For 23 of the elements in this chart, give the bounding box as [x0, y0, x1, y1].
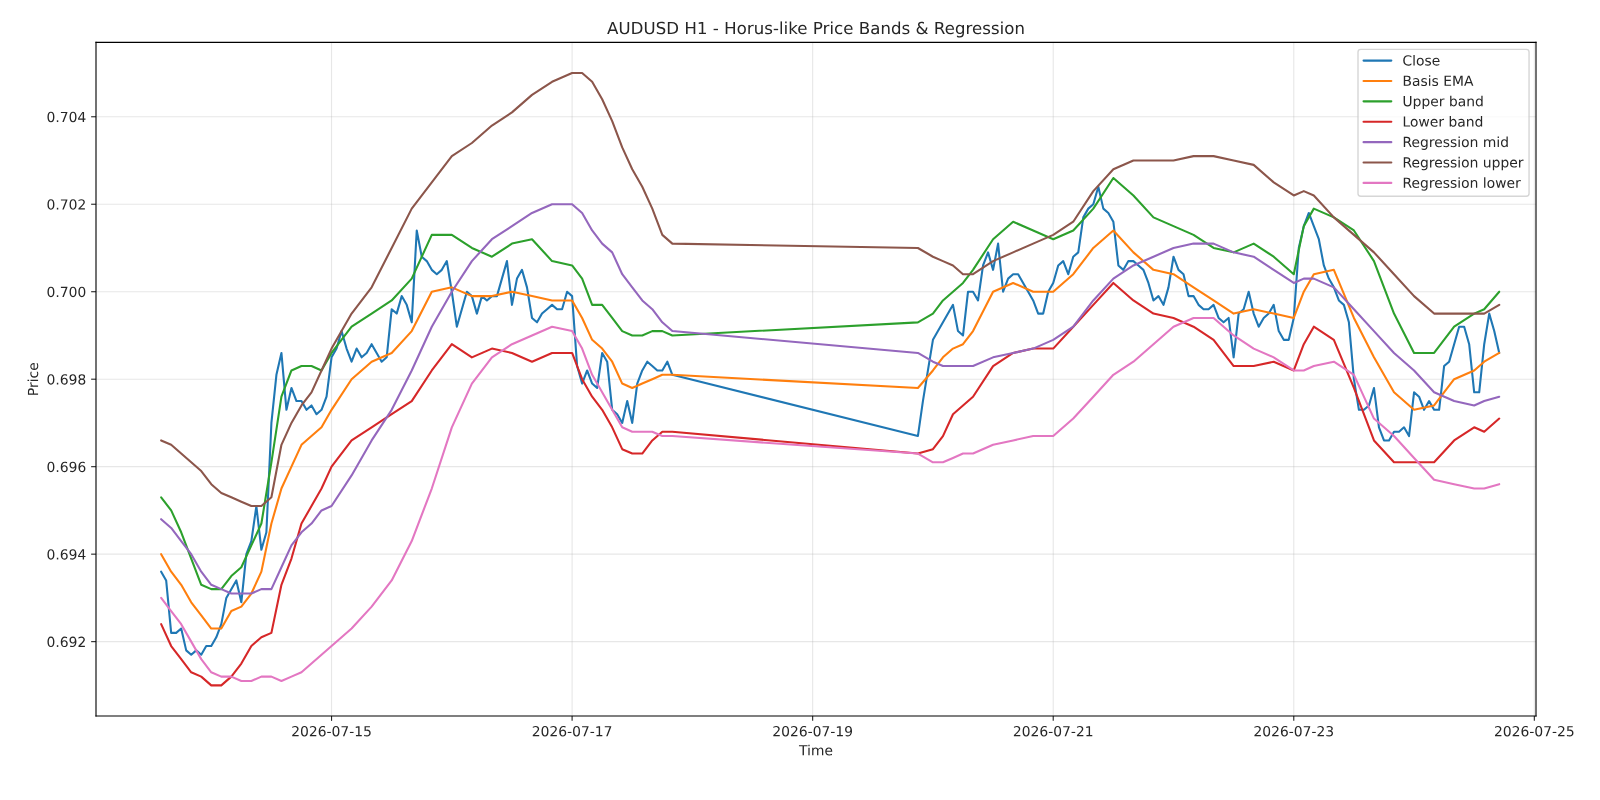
y-tick-label: 0.702 — [47, 199, 85, 210]
x-tick-label: 2026-07-23 — [1254, 725, 1334, 737]
x-tick-label: 2026-07-19 — [773, 725, 853, 737]
chart-title: AUDUSD H1 - Horus-like Price Bands & Regression — [607, 21, 1024, 38]
y-tick-label: 0.704 — [47, 111, 86, 123]
x-tick-label: 2026-07-25 — [1494, 725, 1574, 737]
legend-label: Regression lower — [1403, 177, 1521, 191]
y-tick-label: 0.698 — [47, 374, 86, 385]
x-tick-label: 2026-07-15 — [292, 725, 371, 737]
legend-label: Basis EMA — [1403, 75, 1474, 87]
legend-label: Regression upper — [1403, 156, 1524, 171]
legend-label: Regression mid — [1403, 136, 1508, 150]
legend-label: Close — [1403, 54, 1440, 66]
x-tick-label: 2026-07-21 — [1013, 725, 1093, 737]
legend-label: Upper band — [1403, 95, 1483, 110]
y-axis-title: Price — [27, 363, 39, 395]
x-axis-title: Time — [798, 744, 833, 756]
y-tick-label: 0.694 — [47, 549, 86, 560]
x-tick-label: 2026-07-17 — [532, 725, 612, 737]
legend-label: Lower band — [1403, 116, 1483, 127]
y-tick-label: 0.700 — [47, 286, 86, 298]
y-tick-label: 0.692 — [47, 636, 85, 648]
y-tick-label: 0.696 — [47, 461, 86, 473]
